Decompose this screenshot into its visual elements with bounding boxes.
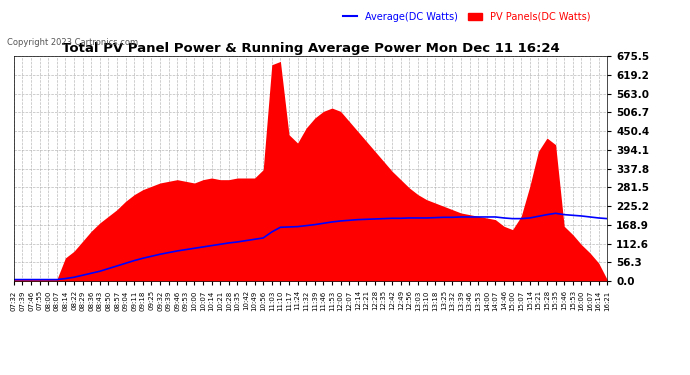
Title: Total PV Panel Power & Running Average Power Mon Dec 11 16:24: Total PV Panel Power & Running Average P… [61,42,560,55]
Text: Copyright 2023 Cartronics.com: Copyright 2023 Cartronics.com [7,38,138,47]
Legend: Average(DC Watts), PV Panels(DC Watts): Average(DC Watts), PV Panels(DC Watts) [343,12,591,22]
